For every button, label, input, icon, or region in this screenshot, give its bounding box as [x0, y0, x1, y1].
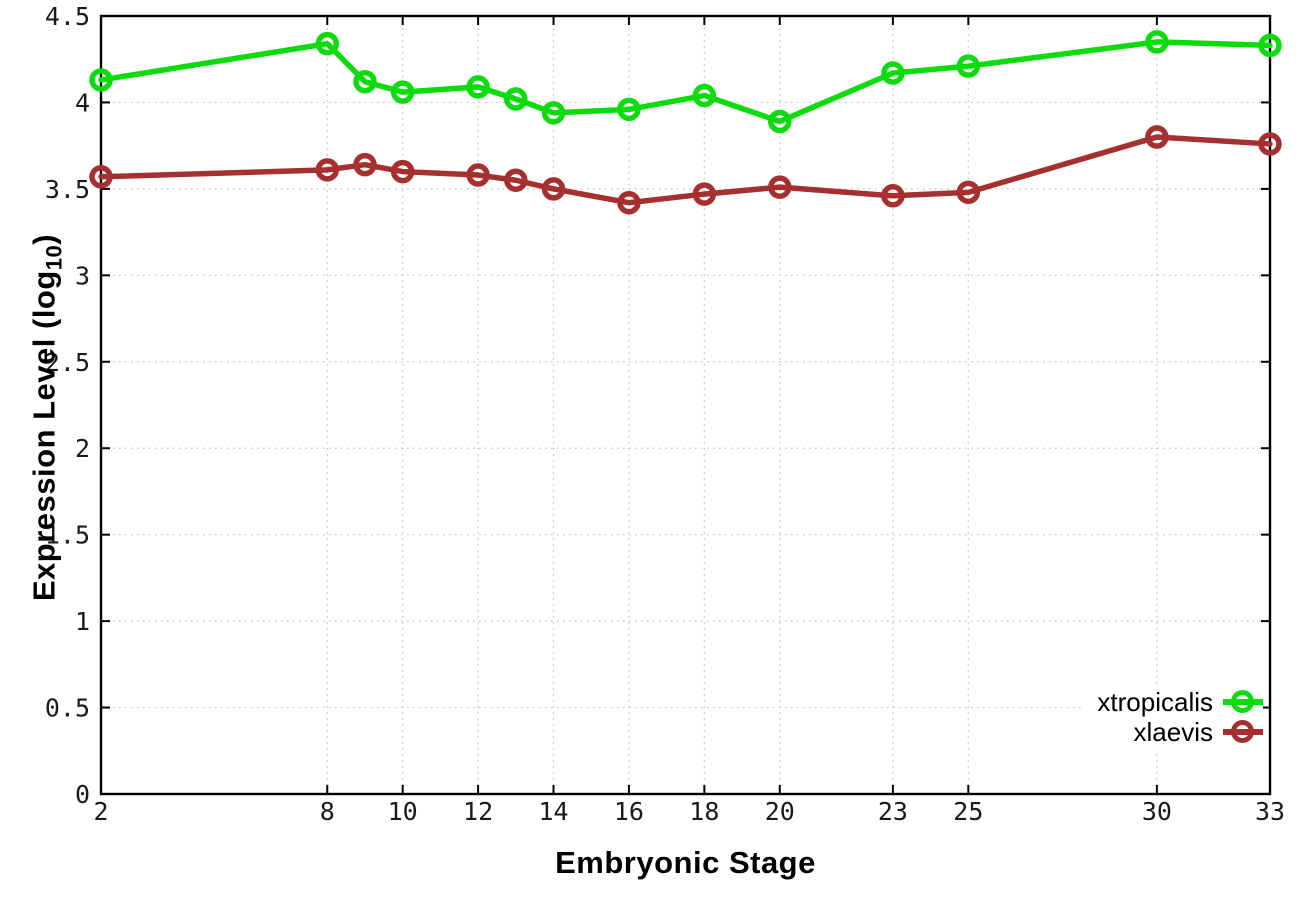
x-tick-label: 12	[463, 797, 493, 826]
plot-border	[99, 14, 1272, 796]
x-tick-label: 18	[689, 797, 719, 826]
data-point-xlaevis	[315, 158, 340, 182]
y-axis-title-suffix: )	[26, 233, 62, 245]
data-point-xlaevis	[390, 159, 415, 184]
data-point-xtropicalis	[541, 101, 566, 125]
data-point-xtropicalis	[956, 54, 981, 78]
x-tick-label: 20	[765, 797, 795, 826]
x-tick-label: 2	[93, 797, 108, 826]
y-axis-title: Expression Level (log10)	[27, 113, 68, 723]
y-tick-label: 4	[75, 88, 90, 117]
data-point-xlaevis	[541, 177, 566, 201]
data-point-xlaevis	[89, 165, 113, 189]
x-axis-title: Embryonic Stage	[555, 845, 816, 880]
data-point-xlaevis	[617, 190, 641, 215]
legend: xtropicalis xlaevis	[1085, 685, 1263, 749]
legend-label-xlaevis: xlaevis	[1133, 716, 1213, 747]
series-line-xtropicalis	[98, 39, 1273, 125]
y-tick-label: 2	[75, 434, 90, 463]
x-tick-label: 10	[388, 797, 418, 826]
data-point-xlaevis	[1145, 125, 1169, 149]
data-point-xtropicalis	[1145, 30, 1169, 54]
x-tick-label: 33	[1255, 797, 1285, 826]
data-point-xtropicalis	[881, 61, 905, 85]
data-point-xlaevis	[692, 182, 717, 206]
data-point-xlaevis	[504, 168, 528, 192]
legend-row-xtropicalis: xtropicalis	[1097, 687, 1263, 717]
legend-marker-xlaevis	[1223, 717, 1263, 747]
series-line-xlaevis	[98, 134, 1273, 206]
legend-circle-icon	[1231, 690, 1254, 713]
x-tick-label: 25	[953, 797, 983, 826]
data-point-xtropicalis	[692, 83, 717, 108]
y-tick-label: 2.5	[45, 348, 90, 377]
data-point-xtropicalis	[315, 31, 340, 56]
y-tick-label: 0.5	[45, 694, 90, 723]
x-tick-label: 8	[320, 797, 335, 826]
legend-row-xlaevis: xlaevis	[1134, 717, 1263, 747]
x-tick-label: 14	[538, 797, 568, 826]
legend-circle-icon	[1231, 720, 1254, 743]
data-point-xtropicalis	[1258, 33, 1282, 58]
y-axis-title-subscript: 10	[41, 244, 67, 271]
data-point-xtropicalis	[390, 80, 415, 104]
y-tick-label: 1.5	[45, 521, 90, 550]
y-tick-label: 3	[75, 261, 90, 290]
x-tick-label: 30	[1142, 797, 1172, 826]
y-tick-label: 0	[75, 780, 90, 809]
legend-marker-xtropicalis	[1223, 687, 1263, 717]
data-point-xlaevis	[768, 175, 792, 199]
data-point-xlaevis	[881, 184, 905, 208]
data-point-xlaevis	[1258, 132, 1282, 156]
data-point-xtropicalis	[617, 97, 641, 122]
x-tick-label: 23	[878, 797, 908, 826]
y-tick-label: 3.5	[45, 175, 90, 204]
y-tick-label: 1	[75, 607, 90, 636]
data-point-xtropicalis	[504, 87, 528, 111]
data-point-xlaevis	[353, 152, 377, 177]
data-point-xtropicalis	[89, 68, 113, 92]
data-point-xtropicalis	[768, 109, 792, 134]
data-point-xtropicalis	[353, 69, 377, 94]
x-tick-label: 16	[614, 797, 644, 826]
y-axis-title-text: Expression Level (log	[26, 270, 62, 602]
data-point-xlaevis	[956, 180, 981, 205]
data-point-xtropicalis	[466, 75, 490, 99]
data-point-xlaevis	[466, 163, 490, 187]
y-tick-label: 4.5	[45, 2, 90, 31]
legend-label-xtropicalis: xtropicalis	[1097, 686, 1213, 717]
